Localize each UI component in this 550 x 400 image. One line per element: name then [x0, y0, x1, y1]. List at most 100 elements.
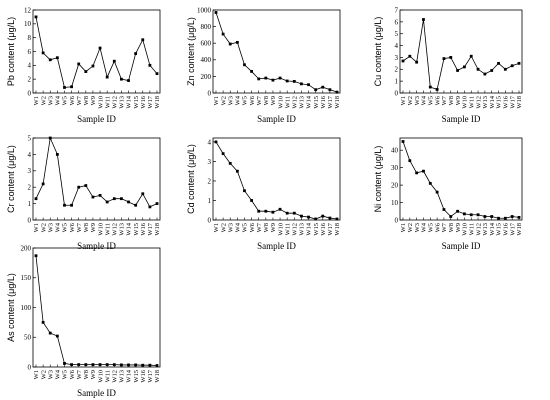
pb-data-point-15 — [141, 38, 145, 42]
ni-data-point-13 — [490, 215, 494, 218]
ni-y-axis-title: Ni content (μg/L) — [373, 146, 383, 213]
cu-x-tick-label-10: W11 — [468, 96, 475, 108]
cr-y-tick-label-3: 3 — [28, 167, 32, 175]
cr-x-tick-label-13: W14 — [126, 222, 133, 235]
zn-x-tick-label-11: W12 — [291, 96, 298, 109]
cr-data-point-15 — [141, 192, 145, 196]
cu-x-tick-label-14: W15 — [496, 96, 503, 109]
zn-data-point-14 — [314, 88, 318, 92]
cu-x-tick-label-4: W5 — [427, 96, 434, 105]
ni-y-tick-label-2: 20 — [391, 182, 399, 190]
zn-x-tick-label-9: W10 — [277, 96, 284, 109]
as-x-tick-label-0: W1 — [33, 370, 40, 379]
cu-data-point-0 — [401, 59, 405, 63]
cd-x-tick-label-9: W10 — [277, 223, 284, 236]
cd-plot-frame — [212, 137, 341, 221]
pb-x-tick-label-9: W10 — [97, 96, 104, 109]
cr-x-tick-label-7: W8 — [83, 223, 90, 232]
zn-x-axis-title: Sample ID — [257, 114, 296, 124]
pb-x-tick-label-12: W13 — [119, 96, 126, 109]
cd-x-axis-title: Sample ID — [257, 241, 296, 251]
cd-data-point-7 — [264, 209, 268, 213]
ni-data-point-15 — [503, 216, 507, 220]
pb-y-tick-label-2: 4 — [28, 62, 32, 70]
cu-data-point-7 — [449, 56, 453, 59]
as-x-tick-label-14: W15 — [133, 370, 140, 383]
cu-data-point-11 — [476, 67, 480, 71]
pb-x-tick-label-14: W15 — [133, 96, 140, 109]
as-x-tick-label-9: W10 — [97, 370, 104, 383]
cr-x-tick-label-9: W10 — [97, 223, 104, 236]
pb-data-point-5 — [70, 85, 73, 89]
cu-data-point-1 — [408, 54, 412, 58]
cd-x-tick-label-13: W14 — [306, 222, 313, 235]
ni-data-point-4 — [428, 181, 432, 185]
ni-x-tick-label-10: W11 — [468, 223, 475, 235]
as-series-line — [35, 255, 158, 366]
pb-y-tick-label-1: 2 — [28, 76, 32, 84]
cd-data-point-6 — [257, 209, 261, 213]
cr-data-point-8 — [91, 195, 95, 199]
cd-y-tick-label-1: 1 — [208, 197, 212, 205]
pb-data-point-0 — [34, 15, 38, 19]
ni-data-point-6 — [442, 208, 446, 211]
cd-x-tick-label-8: W9 — [270, 223, 277, 232]
ni-data-point-16 — [510, 215, 514, 218]
pb-data-point-1 — [41, 51, 45, 55]
cr-x-tick-label-16: W17 — [147, 222, 154, 235]
zn-data-point-2 — [228, 42, 232, 46]
pb-y-tick-label-3: 6 — [28, 48, 32, 56]
zn-data-point-11 — [292, 79, 296, 83]
cr-x-tick-label-0: W1 — [33, 223, 40, 232]
cd-x-tick-label-10: W11 — [284, 223, 291, 235]
zn-x-tick-label-5: W6 — [249, 95, 256, 105]
pb-y-tick-label-6: 12 — [24, 6, 32, 14]
as-x-tick-label-6: W7 — [76, 369, 83, 379]
pb-data-point-14 — [134, 52, 138, 55]
zn-data-point-7 — [264, 76, 268, 80]
ni-data-point-14 — [497, 216, 500, 220]
ni-data-point-2 — [415, 171, 419, 175]
cr-data-point-17 — [155, 202, 159, 205]
ni-x-tick-label-14: W15 — [496, 223, 503, 236]
as-data-point-15 — [141, 363, 145, 367]
cu-x-tick-label-3: W4 — [421, 95, 428, 105]
cu-data-point-6 — [442, 57, 446, 61]
pb-x-tick-label-16: W17 — [147, 95, 154, 108]
cd-data-point-17 — [335, 217, 339, 221]
cu-data-point-17 — [517, 61, 521, 65]
cd-x-tick-label-1: W2 — [220, 223, 227, 232]
cu-x-tick-label-9: W10 — [462, 96, 469, 109]
cr-data-point-0 — [34, 197, 38, 201]
pb-y-tick-label-4: 8 — [28, 34, 32, 42]
as-x-tick-label-3: W4 — [55, 369, 62, 379]
cr-x-tick-label-11: W12 — [111, 223, 118, 236]
cr-x-tick-label-2: W3 — [47, 223, 54, 232]
pb-x-tick-label-8: W9 — [90, 96, 97, 105]
as-data-point-10 — [105, 363, 109, 367]
cd-data-point-11 — [292, 211, 296, 215]
ni-x-tick-label-5: W6 — [434, 222, 441, 232]
ni-x-tick-label-11: W12 — [475, 223, 482, 236]
ni-x-tick-label-15: W16 — [503, 222, 510, 235]
cu-x-tick-label-13: W14 — [489, 95, 496, 108]
zn-series-line — [215, 12, 338, 93]
zn-x-tick-label-7: W8 — [263, 96, 270, 105]
ni-y-tick-label-3: 30 — [391, 164, 399, 172]
zn-data-point-8 — [271, 78, 275, 82]
cd-y-tick-label-2: 2 — [208, 177, 212, 185]
as-data-point-9 — [98, 363, 102, 367]
cu-x-tick-label-17: W18 — [516, 96, 523, 109]
cu-data-point-5 — [435, 88, 439, 91]
cr-data-point-6 — [77, 185, 81, 189]
as-data-point-17 — [155, 364, 159, 367]
ni-x-tick-label-8: W9 — [455, 223, 462, 232]
pb-x-tick-label-11: W12 — [111, 96, 118, 109]
cu-plot-frame — [399, 9, 523, 94]
pb-x-tick-label-6: W7 — [76, 95, 83, 105]
zn-x-tick-label-15: W16 — [320, 95, 327, 108]
pb-series-line — [35, 16, 158, 88]
cd-x-tick-label-16: W17 — [327, 222, 334, 235]
as-x-tick-label-5: W6 — [69, 369, 76, 379]
